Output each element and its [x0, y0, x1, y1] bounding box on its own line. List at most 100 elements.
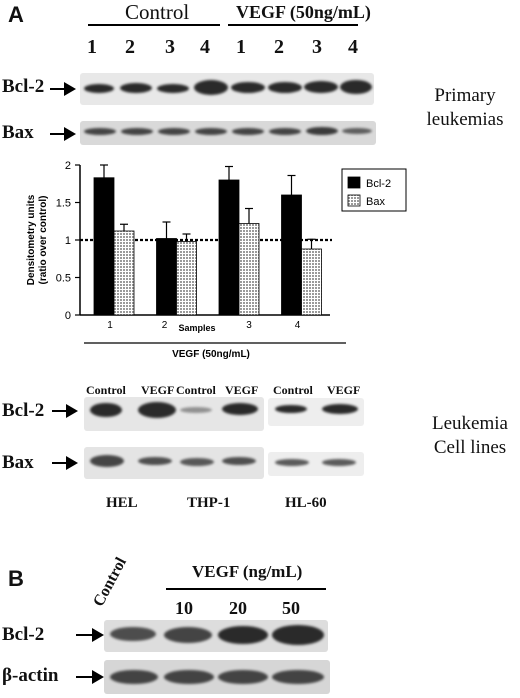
blot-band [138, 402, 176, 418]
legend-label: Bax [366, 196, 385, 208]
blot-band [268, 82, 302, 93]
y-axis-label: (ratio over control) [38, 196, 49, 285]
control-label-rotated: Control [90, 554, 131, 610]
group-underline-control [88, 24, 220, 26]
blot-band [110, 627, 156, 641]
blot-band [231, 82, 265, 93]
lane-number: 1 [236, 36, 246, 58]
blot-band [121, 128, 153, 135]
cell-col-label: VEGF [225, 383, 259, 397]
side-label-primary: Primary leukemias [415, 84, 515, 132]
blot-band [272, 625, 324, 645]
legend-swatch [347, 176, 361, 189]
blot-band [180, 458, 214, 466]
blot-row-label: β-actin [2, 665, 59, 686]
dose-label: 10 [175, 598, 193, 618]
blot-band [194, 80, 228, 95]
blot-band [158, 128, 190, 135]
blot-row-label: Bcl-2 [2, 400, 45, 421]
x-tick-label: 4 [295, 320, 301, 331]
lane-number: 1 [87, 36, 97, 58]
bar-bax [176, 241, 197, 316]
panel-a-letter: A [8, 2, 24, 27]
blot-band [180, 407, 212, 413]
dose-label: 50 [282, 598, 300, 618]
y-tick-label: 2 [65, 160, 71, 172]
x-axis-label: Samples [178, 323, 215, 333]
cell-line-name: HEL [106, 495, 138, 511]
blot-row-label: Bcl-2 [2, 624, 45, 645]
blot-band [269, 128, 301, 135]
blot-band [157, 84, 189, 93]
blot-band [110, 670, 158, 684]
arrow-icon [52, 404, 78, 418]
x-tick-label: 1 [107, 320, 113, 331]
blot-band [272, 670, 324, 684]
vegf-dose-underline [166, 588, 326, 590]
blot-band [164, 627, 212, 643]
bar-bcl2 [281, 194, 302, 316]
blot-band [218, 670, 268, 684]
blot-band [340, 80, 372, 94]
blot-band [222, 403, 258, 415]
cell-col-label: Control [273, 383, 313, 397]
side-label-line: Primary [434, 85, 496, 106]
y-tick-label: 0.5 [56, 273, 71, 285]
cell-col-label: Control [86, 383, 126, 397]
lane-number: 4 [200, 36, 210, 58]
y-tick-label: 1 [65, 235, 71, 247]
blot-band [84, 128, 116, 135]
blot-band [195, 128, 227, 135]
side-label-line: Leukemia [432, 413, 508, 434]
blot-band [232, 128, 264, 135]
cell-line-name: HL-60 [285, 495, 327, 511]
blot-band [84, 84, 114, 93]
bar-bax [238, 223, 260, 316]
blot-band [218, 626, 268, 644]
group-label-control: Control [125, 0, 190, 24]
blot-band [90, 403, 122, 417]
blot-band [306, 127, 338, 135]
arrow-icon [76, 628, 104, 642]
y-tick-label: 0 [65, 310, 71, 322]
blot-row-label: Bcl-2 [2, 76, 45, 97]
legend-swatch [347, 194, 361, 207]
lane-number: 3 [165, 36, 175, 58]
bar-bcl2 [156, 238, 177, 316]
blot-band [342, 128, 372, 134]
dose-label: 20 [229, 598, 247, 618]
cell-col-label: Control [176, 383, 216, 397]
x-tick-label: 2 [162, 320, 168, 331]
panel-b-letter: B [8, 566, 24, 591]
y-tick-label: 1.5 [56, 198, 71, 210]
blot-band [322, 459, 356, 466]
cell-col-label: VEGF [141, 383, 175, 397]
legend-label: Bcl-2 [366, 178, 391, 190]
x-tick-label: 3 [246, 320, 252, 331]
densitometry-bar-chart: 0 0.5 1 1.5 2 1 2 3 4 Samples VEGF (50ng/mL) Densit… [26, 160, 407, 360]
cell-line-name: THP-1 [187, 495, 231, 511]
arrow-icon [50, 127, 76, 141]
group-underline-vegf [228, 24, 358, 26]
bar-bcl2 [218, 179, 240, 316]
blot-row-label: Bax [2, 122, 34, 143]
lane-number: 4 [348, 36, 358, 58]
blot-band [164, 670, 214, 684]
bar-bcl2 [93, 177, 115, 316]
arrow-icon [50, 82, 76, 96]
blot-band [304, 81, 338, 93]
arrow-icon [52, 456, 78, 470]
arrow-icon [76, 670, 104, 684]
lane-number: 2 [125, 36, 135, 58]
vegf-dose-header: VEGF (ng/mL) [192, 562, 303, 581]
lane-number: 2 [274, 36, 284, 58]
blot-band [275, 405, 307, 413]
blot-band [120, 83, 152, 93]
cell-col-label: VEGF [327, 383, 361, 397]
blot-band [322, 404, 358, 414]
blot-band [90, 455, 124, 467]
blot-band [138, 457, 172, 465]
lane-number: 3 [312, 36, 322, 58]
side-label-line: Cell lines [433, 437, 507, 458]
bar-bax [301, 248, 322, 316]
